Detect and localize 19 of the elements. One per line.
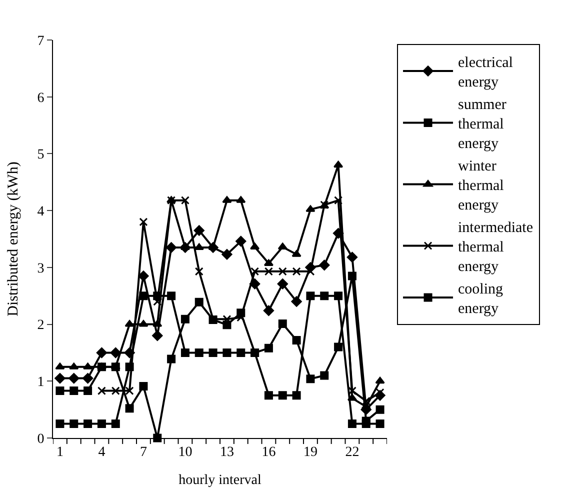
x-tick-label: 13 [220, 444, 234, 460]
y-tick-label: 5 [37, 148, 44, 163]
x-tick-label: 16 [262, 444, 276, 460]
x-axis-title: hourly interval [178, 473, 262, 488]
x-tick-label: 1 [56, 444, 64, 460]
y-tick-label: 7 [37, 34, 44, 49]
legend-label: cooling energy [458, 282, 504, 318]
x-tick-label: 4 [98, 444, 106, 460]
y-tick-label: 4 [37, 204, 44, 220]
y-tick-label: 2 [37, 318, 44, 334]
x-tick-label: 22 [345, 444, 360, 460]
y-tick-label: 6 [37, 90, 44, 106]
y-tick-label: 1 [37, 375, 44, 390]
y-tick-label: 3 [37, 261, 44, 276]
y-axis-title: Distributed energy (kWh) [5, 162, 22, 316]
y-tick-label: 0 [37, 432, 44, 447]
x-tick-label: 10 [178, 444, 192, 460]
x-tick-label: 7 [140, 444, 147, 460]
x-tick-label: 19 [303, 444, 318, 460]
